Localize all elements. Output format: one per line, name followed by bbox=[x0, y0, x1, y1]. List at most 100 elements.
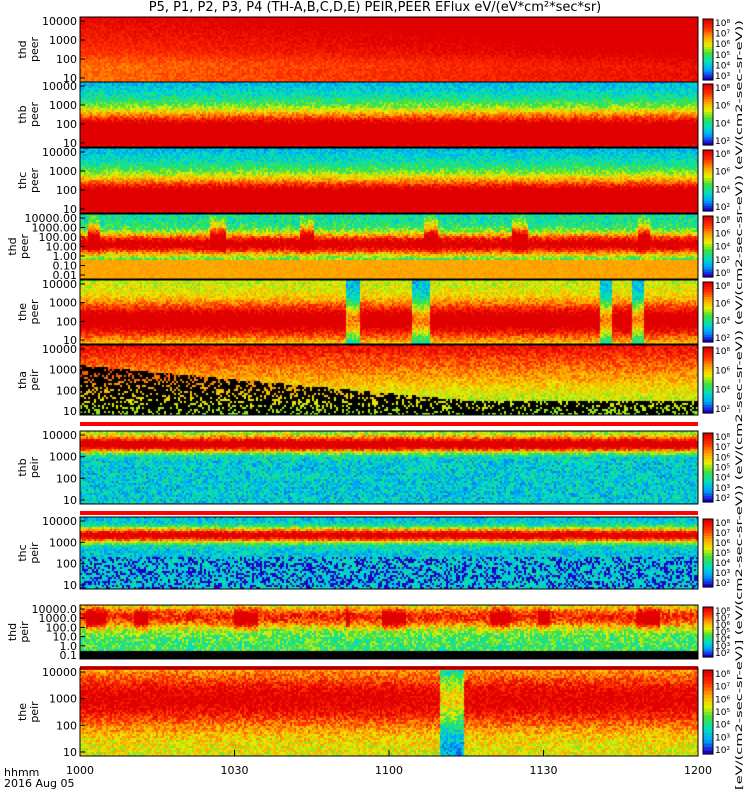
colorbar-segment bbox=[703, 129, 713, 133]
colorbar-segment bbox=[703, 29, 713, 33]
y-tick-label: 10000 bbox=[42, 80, 77, 93]
x-tick-label: 1100 bbox=[375, 764, 403, 777]
colorbar-segment bbox=[703, 701, 713, 706]
colorbar-tick-label: 10⁸ bbox=[715, 19, 730, 29]
colorbar-segment bbox=[703, 479, 713, 483]
colorbar-segment bbox=[703, 74, 713, 79]
y-tick-label: 1.00 bbox=[53, 250, 78, 263]
colorbar-tick-label: 10⁵ bbox=[715, 628, 730, 638]
y-tick-label: 10000 bbox=[42, 278, 77, 291]
colorbar-segment bbox=[703, 470, 713, 474]
colorbar-tick-label: 10⁶ bbox=[715, 539, 730, 549]
spectrogram-thb_peer bbox=[80, 82, 698, 147]
colorbar-tick-label: 10⁶ bbox=[715, 168, 730, 178]
colorbar-segment bbox=[703, 200, 713, 204]
colorbar-tick-label: 10³ bbox=[715, 484, 730, 494]
separator-stripe bbox=[80, 511, 698, 515]
y-tick-label: 10000 bbox=[42, 15, 77, 28]
colorbar-segment bbox=[703, 21, 713, 25]
colorbar-tick-label: 10⁷ bbox=[715, 683, 730, 693]
y-axis-label: thdpeer bbox=[6, 234, 31, 260]
colorbar-segment bbox=[703, 89, 713, 93]
colorbar-segment bbox=[703, 284, 713, 288]
hhmm-label: hhmm bbox=[4, 766, 40, 779]
colorbar-tick-label: 10⁶ bbox=[715, 229, 730, 239]
colorbar-frame bbox=[702, 518, 714, 588]
y-tick-label: 1000.00 bbox=[32, 222, 78, 235]
colorbar-segment bbox=[703, 26, 713, 30]
colorbar-tick-label: 10⁸ bbox=[715, 519, 730, 529]
colorbar-segment bbox=[703, 324, 713, 328]
colorbar-segment bbox=[703, 228, 713, 232]
colorbar-segment bbox=[703, 729, 713, 734]
colorbar-segment bbox=[703, 646, 713, 650]
colorbar-segment bbox=[703, 104, 713, 108]
colorbar-tick-label: 10⁴ bbox=[715, 559, 730, 569]
y-axis-label: thbpeer bbox=[16, 102, 41, 128]
colorbar-segment bbox=[703, 269, 713, 273]
colorbar-segment bbox=[703, 670, 713, 675]
colorbar-segment bbox=[703, 567, 713, 571]
spectrogram-thd_peir bbox=[80, 605, 698, 659]
colorbar-segment bbox=[703, 558, 713, 563]
colorbar-segment bbox=[703, 127, 713, 131]
colorbar-segment bbox=[703, 57, 713, 61]
colorbar-frame bbox=[702, 215, 714, 278]
colorbar-segment bbox=[703, 619, 713, 623]
colorbar-segment bbox=[703, 496, 713, 500]
colorbar-segment bbox=[703, 621, 713, 625]
colorbar-segment bbox=[703, 54, 713, 58]
colorbar-segment bbox=[703, 251, 713, 255]
colorbar-frame bbox=[702, 606, 714, 658]
colorbar-segment bbox=[703, 233, 713, 237]
y-tick-label: 100 bbox=[56, 118, 77, 131]
panel-frame bbox=[79, 213, 699, 280]
colorbar-segment bbox=[703, 530, 713, 534]
colorbar-segment bbox=[703, 289, 713, 293]
colorbar-segment bbox=[703, 160, 713, 164]
colorbar-segment bbox=[703, 499, 713, 503]
colorbar-tick-label: 10² bbox=[715, 334, 730, 344]
colorbar-segment bbox=[703, 124, 713, 128]
colorbar-frame bbox=[702, 281, 714, 343]
colorbar-segment bbox=[703, 736, 713, 741]
y-tick-label: 1000 bbox=[49, 693, 77, 706]
colorbar-segment bbox=[703, 218, 713, 222]
y-tick-label: 100 bbox=[56, 384, 77, 397]
colorbar-segment bbox=[703, 380, 713, 384]
colorbar-segment bbox=[703, 575, 713, 580]
y-tick-label: 100 bbox=[56, 184, 77, 197]
colorbar-segment bbox=[703, 555, 713, 560]
y-tick-label: 10 bbox=[63, 405, 77, 418]
colorbar-segment bbox=[703, 680, 713, 685]
spectrogram-thc_peer bbox=[80, 148, 698, 213]
colorbar-segment bbox=[703, 106, 713, 111]
colorbar-segment bbox=[703, 177, 713, 182]
colorbar-segment bbox=[703, 122, 713, 126]
colorbar-tick-label: 10² bbox=[715, 256, 730, 266]
colorbar-segment bbox=[703, 59, 713, 63]
y-tick-label: 1000 bbox=[49, 165, 77, 178]
colorbar-segment bbox=[703, 581, 713, 585]
colorbar-segment bbox=[703, 183, 713, 187]
colorbar-tick-label: 10² bbox=[715, 494, 730, 504]
y-tick-label: 10000.00 bbox=[25, 212, 78, 225]
colorbar-tick-label: 10⁵ bbox=[715, 708, 730, 718]
colorbar-segment bbox=[703, 544, 713, 548]
colorbar-segment bbox=[703, 31, 713, 35]
colorbar-tick-label: 10⁴ bbox=[715, 185, 730, 195]
colorbar-tick-label: 10³ bbox=[715, 72, 730, 82]
colorbar-segment bbox=[703, 393, 713, 398]
colorbar-segment bbox=[703, 185, 713, 189]
colorbar-segment bbox=[703, 458, 713, 463]
colorbar-segment bbox=[703, 236, 713, 240]
colorbar-segment bbox=[703, 157, 713, 161]
colorbar-segment bbox=[703, 698, 713, 703]
colorbar-segment bbox=[703, 165, 713, 169]
colorbar-segment bbox=[703, 249, 713, 253]
colorbar-segment bbox=[703, 388, 713, 392]
colorbar-segment bbox=[703, 625, 713, 629]
colorbar-tick-label: 10⁸ bbox=[715, 347, 730, 357]
colorbar-tick-label: 10⁵ bbox=[715, 549, 730, 559]
colorbar-tick-label: 10⁶ bbox=[715, 453, 730, 463]
